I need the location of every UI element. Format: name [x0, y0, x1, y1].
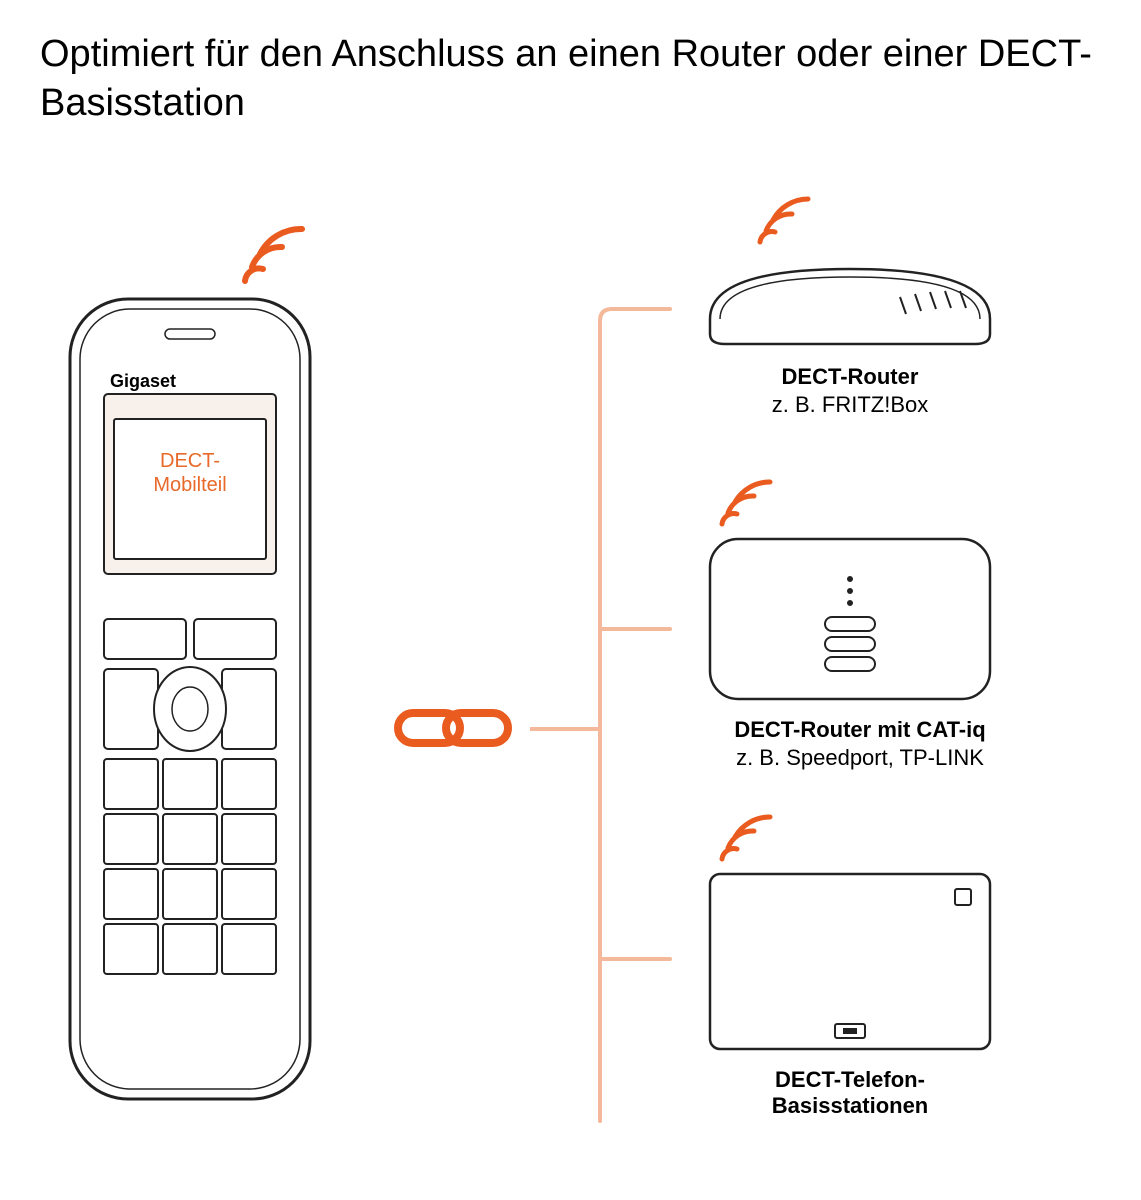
connection-diagram: Gigaset DECT- Mobilteil [40, 189, 1100, 1139]
link-icon [390, 699, 520, 759]
device-label: DECT-Router z. B. FRITZ!Box [680, 364, 1020, 418]
phone-brand: Gigaset [110, 371, 176, 392]
router-device [680, 249, 1020, 359]
wireless-icon [710, 479, 790, 534]
wireless-icon [230, 219, 320, 299]
device-label: DECT-Router mit CAT-iq z. B. Speedport, … [660, 717, 1060, 771]
wireless-icon [700, 194, 1000, 254]
catiq-router-device [700, 529, 1000, 709]
basestation-device [700, 864, 1000, 1059]
headline: Optimiert für den Anschluss an einen Rou… [40, 30, 1101, 129]
phone-screen-text: DECT- Mobilteil [120, 449, 260, 497]
wireless-icon [710, 814, 790, 869]
phone-handset [60, 289, 320, 1109]
device-label: DECT-Telefon- Basisstationen [680, 1067, 1020, 1119]
connection-bracket [530, 259, 680, 1129]
